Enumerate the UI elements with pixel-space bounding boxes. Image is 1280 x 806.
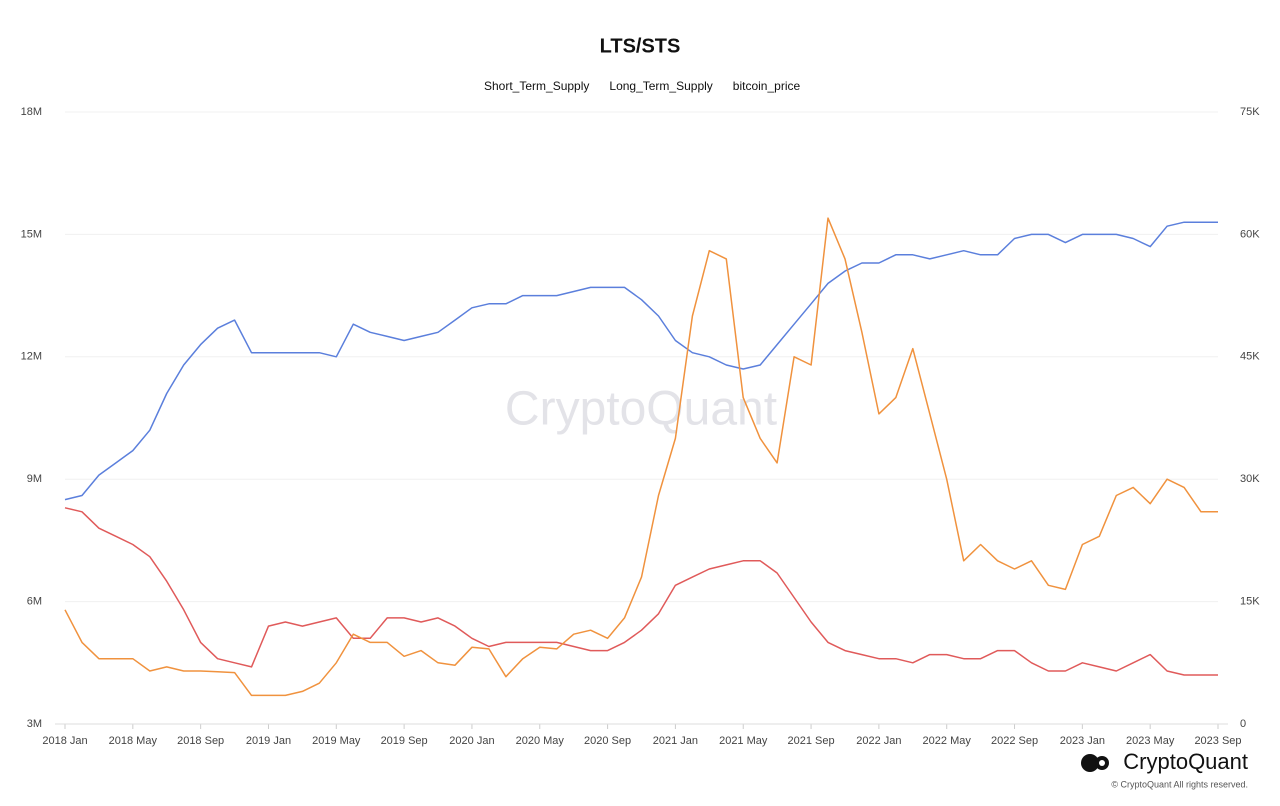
series-line — [64, 507, 1218, 676]
y-tick-label: 3M — [27, 718, 42, 730]
brand-name: CryptoQuant — [1123, 749, 1248, 774]
y2-tick-label: 30K — [1240, 473, 1260, 485]
y-tick-label: 15M — [21, 228, 42, 240]
x-tick-label: 2019 May — [312, 735, 361, 747]
y-tick-label: 18M — [21, 106, 42, 118]
x-tick-label: 2020 May — [516, 735, 565, 747]
y2-tick-label: 60K — [1240, 228, 1260, 240]
x-tick-label: 2019 Jan — [246, 735, 291, 747]
y2-tick-label: 0 — [1240, 718, 1246, 730]
series-line — [64, 217, 1218, 697]
series-line — [64, 221, 1218, 501]
y-tick-label: 6M — [27, 596, 42, 608]
legend-label: Long_Term_Supply — [609, 79, 712, 93]
x-tick-label: 2021 Jan — [653, 735, 698, 747]
x-tick-label: 2023 Sep — [1194, 735, 1241, 747]
x-tick-label: 2018 Sep — [177, 735, 224, 747]
y2-tick-label: 15K — [1240, 596, 1260, 608]
x-tick-label: 2022 Sep — [991, 735, 1038, 747]
copyright: © CryptoQuant All rights reserved. — [1111, 779, 1248, 789]
y-tick-label: 12M — [21, 351, 42, 363]
x-tick-label: 2023 Jan — [1060, 735, 1105, 747]
y-tick-label: 9M — [27, 473, 42, 485]
y2-tick-label: 75K — [1240, 106, 1260, 118]
brand-logo — [1081, 754, 1109, 772]
x-tick-label: 2018 Jan — [42, 735, 87, 747]
x-tick-label: 2022 Jan — [856, 735, 901, 747]
chart-title: LTS/STS — [600, 35, 681, 57]
x-tick-label: 2022 May — [923, 735, 972, 747]
x-tick-label: 2020 Jan — [449, 735, 494, 747]
x-tick-label: 2018 May — [109, 735, 158, 747]
x-tick-label: 2019 Sep — [381, 735, 428, 747]
logo-icon — [1099, 760, 1105, 766]
legend-label: bitcoin_price — [733, 79, 801, 93]
x-tick-label: 2020 Sep — [584, 735, 631, 747]
x-tick-label: 2023 May — [1126, 735, 1175, 747]
watermark: CryptoQuant — [505, 383, 777, 436]
y2-tick-label: 45K — [1240, 351, 1260, 363]
x-tick-label: 2021 May — [719, 735, 768, 747]
legend-label: Short_Term_Supply — [484, 79, 589, 93]
logo-icon — [1081, 754, 1099, 772]
x-tick-label: 2021 Sep — [788, 735, 835, 747]
